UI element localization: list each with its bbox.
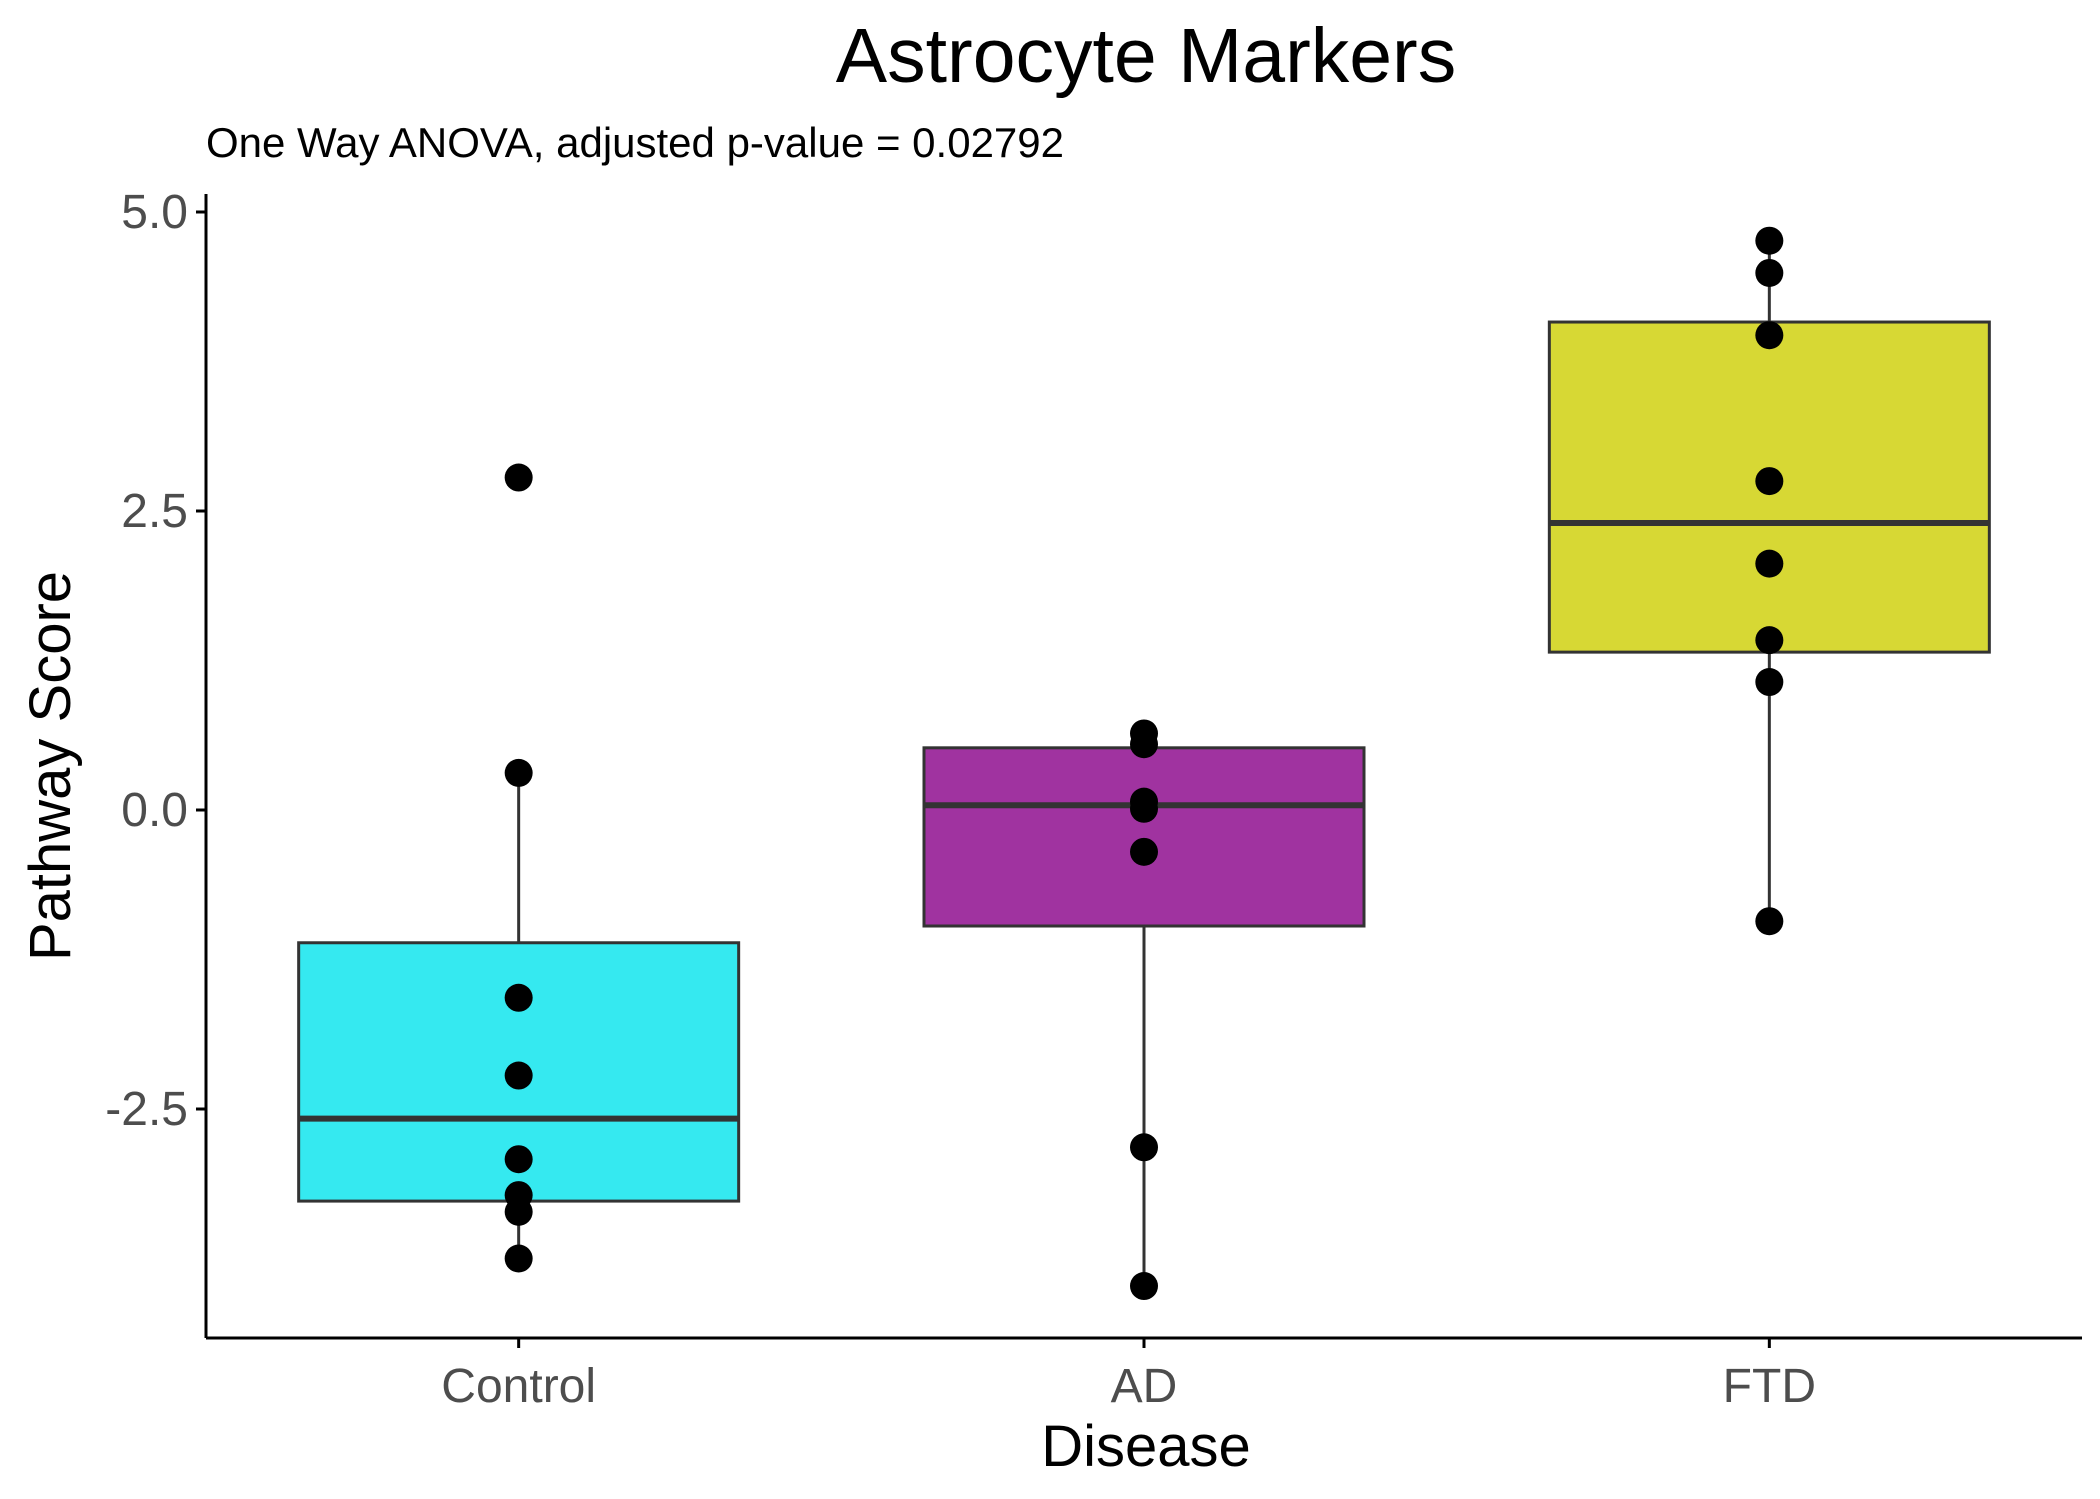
- data-point: [1755, 321, 1784, 350]
- data-point: [504, 758, 533, 787]
- data-point: [1130, 794, 1158, 823]
- x-tick-label: Control: [441, 1360, 596, 1413]
- data-point: [1755, 467, 1784, 496]
- data-point: [1130, 1272, 1158, 1301]
- box-control: [297, 463, 741, 1273]
- data-point: [1755, 907, 1784, 936]
- data-point: [1755, 626, 1784, 655]
- data-point: [504, 1145, 533, 1174]
- data-point: [1755, 226, 1784, 255]
- box-ad: [922, 719, 1366, 1301]
- y-tick-label: 0.0: [121, 784, 188, 837]
- data-point: [1755, 258, 1784, 287]
- data-point: [1755, 549, 1784, 578]
- y-tick-label: 2.5: [121, 485, 188, 538]
- data-point: [1130, 730, 1158, 759]
- data-point: [1755, 668, 1784, 697]
- data-point: [504, 983, 533, 1012]
- x-axis-ticks: Control AD FTD: [441, 1338, 1816, 1413]
- data-point: [1130, 1133, 1158, 1162]
- data-point: [504, 1244, 533, 1273]
- chart-title: Astrocyte Markers: [836, 13, 1456, 99]
- data-point: [504, 1061, 533, 1090]
- data-point: [504, 463, 533, 492]
- plot-area: [297, 226, 1991, 1301]
- y-tick-label: 5.0: [121, 186, 188, 239]
- x-axis-title: Disease: [1041, 1414, 1251, 1479]
- x-tick-label: FTD: [1723, 1360, 1816, 1413]
- x-tick-label: AD: [1111, 1360, 1178, 1413]
- box-ftd: [1547, 226, 1991, 936]
- y-tick-label: -2.5: [105, 1083, 188, 1136]
- data-point: [1130, 837, 1158, 866]
- y-axis-title: Pathway Score: [18, 571, 83, 961]
- chart-subtitle: One Way ANOVA, adjusted p-value = 0.0279…: [206, 119, 1064, 166]
- box-body: [922, 746, 1366, 928]
- data-point: [504, 1197, 533, 1226]
- y-axis-ticks: -2.5 0.0 2.5 5.0: [105, 186, 206, 1136]
